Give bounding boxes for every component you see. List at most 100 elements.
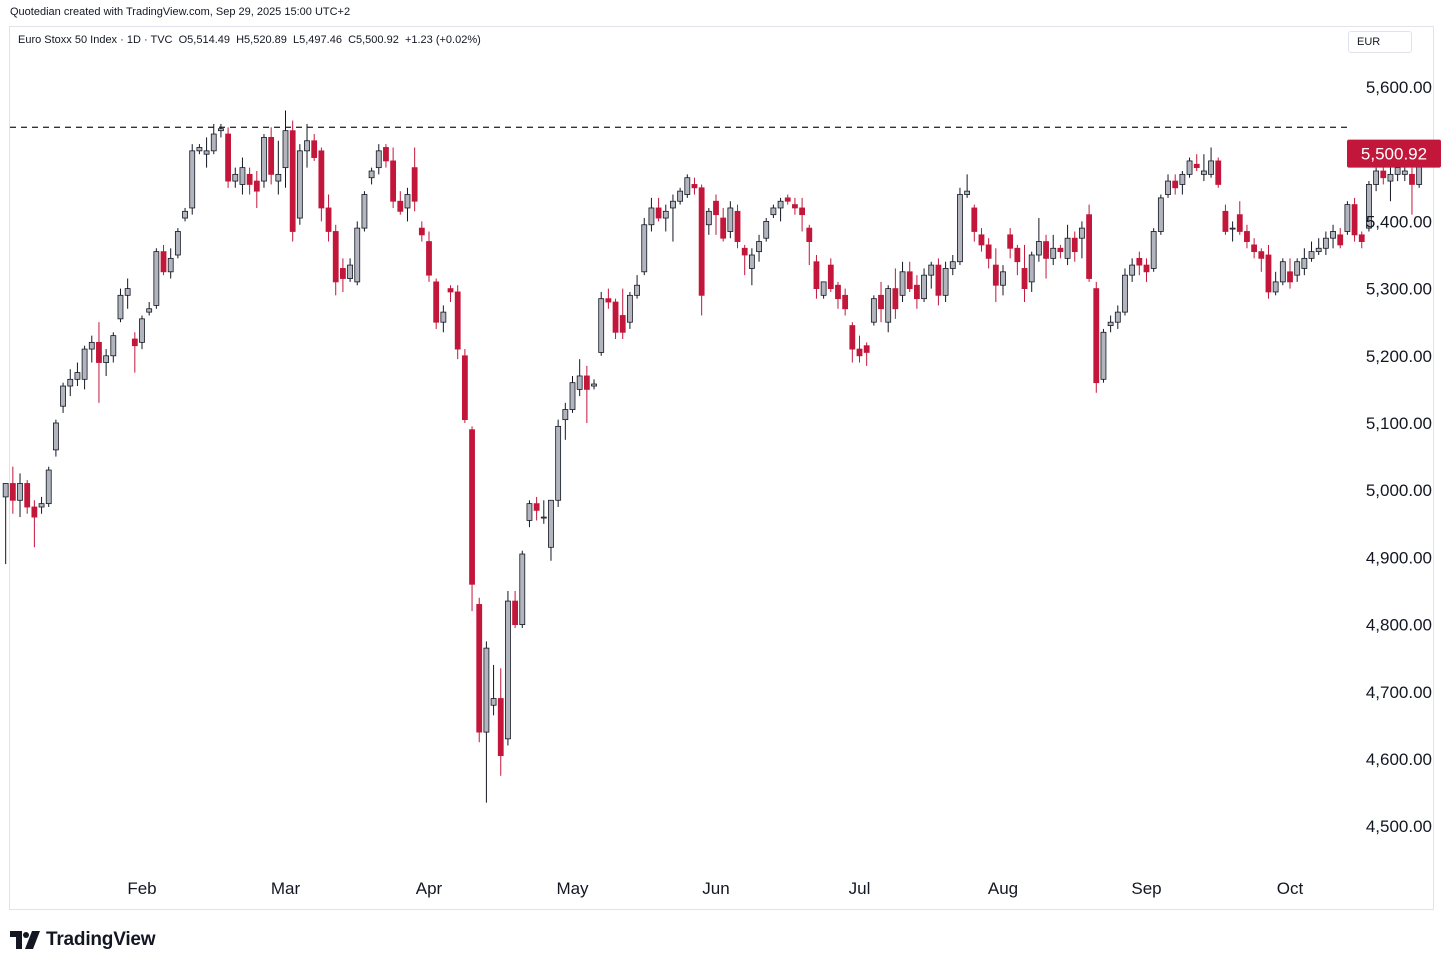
candle-body <box>792 204 798 209</box>
candle <box>1308 241 1315 262</box>
price-axis: 4,500.00 4,600.00 4,700.00 4,800.00 4,900.00… <box>1366 78 1432 836</box>
candle <box>318 147 325 222</box>
candle-body <box>45 469 52 505</box>
candle <box>476 597 483 743</box>
candle <box>325 194 332 242</box>
currency-selector[interactable]: EUR <box>1348 31 1412 53</box>
candle-body <box>433 281 440 323</box>
candle <box>885 285 892 333</box>
candle <box>469 426 475 612</box>
price-tick-label: 5,300.00 <box>1366 280 1432 299</box>
candle <box>720 207 727 242</box>
candle-body <box>799 207 805 216</box>
candle-body <box>978 234 985 246</box>
candle-body <box>921 274 927 300</box>
candle <box>139 315 145 350</box>
candle <box>992 248 999 303</box>
candle-body <box>53 422 59 451</box>
candle-body <box>569 382 576 410</box>
candle <box>1265 244 1272 299</box>
candle-body <box>203 150 210 155</box>
last-price-badge <box>1347 139 1441 168</box>
candle <box>605 288 612 309</box>
candle-body <box>756 241 762 253</box>
candle <box>103 349 110 376</box>
candle-body <box>268 136 275 175</box>
candle-body <box>196 147 203 152</box>
candle <box>218 123 224 138</box>
candle-body <box>1057 247 1064 253</box>
candle <box>612 298 619 339</box>
candle-body <box>1201 170 1207 175</box>
candle-body <box>748 254 755 269</box>
ohlc-high: H5,520.89 <box>236 34 287 46</box>
candle-body <box>232 173 239 182</box>
candle <box>1165 174 1171 198</box>
candle <box>383 144 389 168</box>
candle-body <box>662 210 669 219</box>
candle-body <box>856 348 863 357</box>
candle-body <box>1308 251 1315 259</box>
candle-body <box>124 288 131 296</box>
candle-body <box>899 271 906 296</box>
time-tick-label: Jul <box>849 879 871 898</box>
candle <box>576 359 583 397</box>
brand-name: TradingView <box>46 929 156 950</box>
candle-body <box>67 378 74 387</box>
candle-body <box>347 264 353 279</box>
candle <box>289 120 296 242</box>
candle-body <box>885 288 892 323</box>
candle <box>569 375 576 413</box>
tradingview-logo[interactable]: TradingView <box>10 929 156 951</box>
time-tick-label: Sep <box>1131 879 1161 898</box>
candle-body <box>1373 170 1379 185</box>
candle <box>9 466 16 514</box>
candle <box>1229 221 1236 242</box>
price-tick-label: 4,900.00 <box>1366 548 1432 567</box>
price-tick-label: 5,100.00 <box>1366 414 1432 433</box>
last-price-label: 5,500.92 <box>1361 145 1427 164</box>
candle-body <box>1114 311 1121 323</box>
candle <box>1222 204 1229 235</box>
candle-body <box>548 499 554 548</box>
candle-body <box>849 325 856 350</box>
ohlc-open: O5,514.49 <box>178 34 230 46</box>
candle <box>1272 271 1279 296</box>
candle-body <box>383 147 389 162</box>
candle <box>1014 244 1021 276</box>
candle-body <box>1229 227 1236 230</box>
candle-body <box>1021 268 1028 290</box>
candle-body <box>9 483 16 501</box>
candle-body <box>763 220 770 239</box>
candle <box>1129 258 1136 282</box>
candle-body <box>1143 264 1150 273</box>
candle <box>210 123 217 155</box>
candle-body <box>17 483 23 501</box>
candle <box>1057 244 1064 259</box>
candle <box>38 496 45 514</box>
candle-body <box>461 355 468 421</box>
symbol-name[interactable]: Euro Stoxx 50 Index · 1D · TVC <box>18 34 173 46</box>
ohlc-close: C5,500.92 <box>348 34 399 46</box>
candle <box>110 332 117 363</box>
candle <box>942 261 949 303</box>
candle-body <box>182 210 188 219</box>
ohlc-change: +1.23 (+0.02%) <box>404 34 481 46</box>
price-tick-label: 4,500.00 <box>1366 817 1432 836</box>
candle <box>698 184 705 316</box>
candle-body <box>117 294 124 320</box>
candle <box>81 345 88 390</box>
candle <box>332 224 339 296</box>
candle-body <box>914 284 920 300</box>
candle <box>426 231 432 282</box>
candle-body <box>562 409 569 421</box>
candle <box>512 591 518 628</box>
candle-body <box>497 698 504 757</box>
candle-body <box>1330 231 1336 239</box>
candle <box>1136 251 1143 276</box>
candle <box>74 362 81 387</box>
candle-body <box>540 516 547 519</box>
candle <box>1071 231 1078 262</box>
candle-body <box>964 190 971 195</box>
